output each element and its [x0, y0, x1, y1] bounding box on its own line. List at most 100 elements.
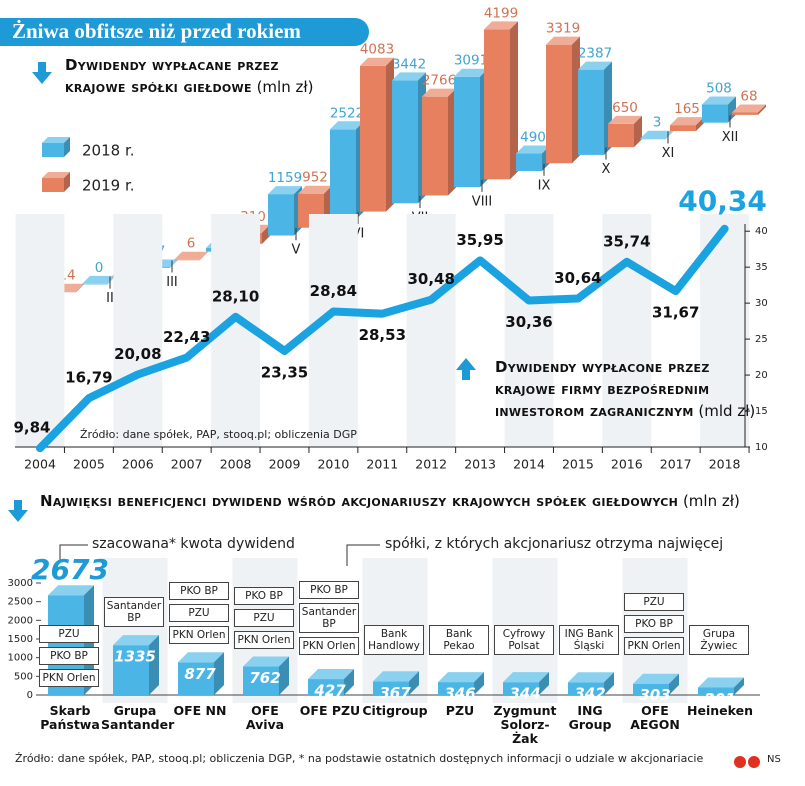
value-label: 877: [184, 665, 216, 683]
bar-side: [409, 671, 419, 695]
bar-side: [214, 652, 224, 695]
x-tick-label: 2018: [709, 457, 741, 472]
bar-top: [640, 130, 674, 139]
value-label: 2673: [31, 553, 109, 586]
x-tick-label: 2004: [24, 457, 56, 472]
company-boxes: Bank Pekao: [429, 625, 489, 655]
bar: [670, 125, 696, 131]
value-label: 0: [95, 260, 104, 276]
bar-side: [539, 672, 549, 695]
y-tick-label: 2500: [8, 597, 33, 608]
bar-top: [298, 185, 332, 194]
legend-label: 2018 r.: [82, 142, 135, 160]
company-box: PZU: [234, 608, 294, 627]
company-box: PKO BP: [234, 586, 294, 605]
value-label: 165: [674, 101, 700, 117]
band: [504, 214, 554, 447]
bar-side: [734, 677, 744, 695]
source: Źródło: dane spółek, PAP, stooq.pl; obli…: [15, 752, 704, 765]
bar-side: [510, 21, 518, 180]
logo-icon: [734, 756, 746, 768]
bar-top: [698, 677, 744, 688]
value-label: 2766: [422, 73, 456, 89]
arrow-down: [8, 500, 28, 522]
x-tick-label: 2008: [220, 457, 252, 472]
value-label: 344: [509, 685, 540, 703]
band: [602, 214, 652, 447]
x-tick-label: 2017: [660, 457, 692, 472]
x-tick-label: XII: [722, 130, 739, 145]
company-box: PKN Orlen: [169, 626, 229, 645]
bar: [702, 104, 728, 123]
bar-top: [568, 672, 614, 683]
bar: [568, 682, 604, 695]
bar-top: [546, 36, 580, 45]
x-tick-label: 2007: [171, 457, 203, 472]
bar-top: [633, 673, 679, 684]
bar-side: [279, 656, 289, 695]
bar-top: [516, 145, 550, 154]
value-label: 3091: [454, 53, 488, 69]
bar: [360, 65, 386, 212]
value-label: 4199: [484, 5, 518, 21]
x-tick-label: 2011: [366, 457, 398, 472]
y-tick-label: 30: [755, 298, 768, 309]
bar-top: [360, 57, 394, 66]
x-tick-label: IX: [538, 178, 551, 193]
y-tick-label: 2000: [8, 615, 33, 626]
bar: [308, 679, 344, 695]
legend-swatch: [42, 178, 64, 192]
value-label: 1335: [114, 648, 156, 666]
annotation-line: [346, 544, 380, 566]
y-tick-label: 40: [755, 226, 768, 237]
bar: [178, 662, 214, 695]
annotation-line: [59, 544, 88, 562]
company-box: PZU: [39, 625, 99, 643]
company-box: Bank Handlowy: [364, 625, 424, 655]
bar-side: [149, 635, 159, 695]
x-tick-label: 2014: [513, 457, 545, 472]
company-boxes: Grupa Żywiec: [689, 625, 749, 655]
value-label: 342: [574, 685, 605, 703]
chart-title: Dywidendy wypłacane przez krajowe spółki…: [65, 56, 279, 96]
bar: [454, 76, 480, 188]
annotation: spółki, z których akcjonariusz otrzyma n…: [385, 536, 724, 552]
legend-swatch: [42, 143, 64, 157]
heading: Dywidendy wypłacone przez krajowe firmy …: [495, 356, 760, 422]
bar-side: [634, 115, 642, 148]
value-label: 427: [313, 682, 346, 700]
bar-top: [484, 21, 518, 30]
x-tick-label: Citigroup: [362, 703, 428, 718]
bar-top: [608, 115, 642, 124]
x-tick-label: Zygmunt Solorz-Żak: [493, 703, 557, 746]
company-boxes: PKO BP Santander BP PKN Orlen: [299, 581, 359, 655]
arrow-down: [32, 62, 52, 84]
x-tick-label: PZU: [445, 703, 475, 718]
bar: [546, 44, 572, 164]
bar: [578, 69, 604, 155]
x-tick-label: V: [292, 243, 301, 258]
logo-icon: [748, 756, 760, 768]
value-label: 20,08: [114, 345, 161, 363]
unit: (mld zł): [698, 402, 756, 420]
x-tick-label: ING Group: [568, 703, 612, 732]
x-tick-label: 2016: [611, 457, 643, 472]
x-tick-label: OFE PZU: [299, 703, 361, 718]
bar: [633, 683, 669, 695]
heading: Dywidendy wypłacane przez krajowe spółki…: [65, 54, 335, 98]
bar-top: [178, 652, 224, 663]
x-tick-label: X: [602, 162, 611, 177]
company-box: PKN Orlen: [234, 630, 294, 649]
chart-title: Dywidendy wypłacone przez krajowe firmy …: [495, 358, 710, 420]
value-label: 35,74: [603, 232, 650, 250]
bar: [330, 129, 356, 220]
value-label: 40,34: [678, 185, 767, 218]
company-boxes: Santander BP: [104, 597, 164, 628]
y-tick-label: 1500: [8, 634, 33, 645]
y-tick-label: 15: [755, 406, 768, 417]
x-tick-label: 2009: [269, 457, 301, 472]
company-box: PKN Orlen: [299, 637, 359, 655]
bar: [392, 80, 418, 204]
y-tick-label: 25: [755, 334, 768, 345]
bar-side: [200, 251, 208, 260]
